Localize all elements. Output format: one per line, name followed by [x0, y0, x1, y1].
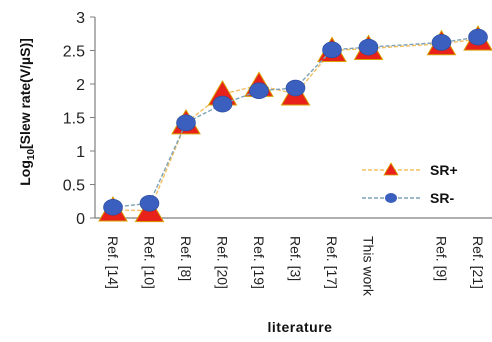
x-tick-label: Ref. [21] — [470, 236, 486, 289]
x-tick-label: Ref. [17] — [324, 236, 340, 289]
y-tick-label: 2.5 — [63, 44, 85, 61]
x-tick-label: Ref. [19] — [251, 236, 267, 289]
data-point — [139, 194, 160, 212]
y-tick-label: 1.5 — [63, 111, 85, 128]
legend-item-SR+: SR+ — [362, 162, 458, 178]
y-tick-label: 0.5 — [63, 178, 85, 195]
data-point — [176, 114, 196, 132]
x-tick-label: Ref. [9] — [434, 236, 450, 281]
series-SR- — [103, 28, 488, 216]
legend-label: SR+ — [430, 162, 458, 178]
y-tick-label: 2 — [76, 77, 85, 94]
data-point — [249, 82, 269, 99]
y-axis-tick-marks — [90, 16, 95, 219]
data-point — [103, 198, 123, 216]
legend-marker — [385, 193, 397, 203]
data-point — [285, 79, 306, 97]
series-line — [112, 38, 479, 212]
x-tick-label: Ref. [3] — [288, 236, 304, 281]
y-axis-tick-labels: 0 0.5 1 1.5 2 2.5 3 — [63, 10, 85, 228]
legend-marker — [383, 162, 399, 176]
legend-label: SR- — [430, 190, 454, 206]
legend-item-SR-: SR- — [362, 190, 454, 206]
x-tick-label: Ref. [14] — [105, 236, 121, 289]
y-tick-label: 1 — [76, 144, 85, 161]
data-point — [322, 41, 342, 59]
x-tick-label: Ref. [8] — [178, 236, 194, 281]
y-tick-label: 0 — [76, 211, 85, 228]
x-axis-label: literature — [268, 319, 333, 335]
y-tick-label: 3 — [76, 10, 85, 27]
legend: SR+ SR- — [362, 162, 458, 206]
data-point — [212, 95, 233, 113]
y-axis-label: Log10[Slew rate(V/µS)] — [17, 38, 37, 186]
data-point — [358, 38, 379, 56]
x-axis-tick-labels: Ref. [14] Ref. [10] Ref. [8] Ref. [20] Ref. … — [105, 236, 486, 297]
y-axis-label-rest: [Slew rate(V/µS)] — [17, 38, 33, 149]
x-tick-label: Ref. [20] — [215, 236, 231, 289]
series-line — [112, 36, 479, 208]
x-tick-label: This work — [361, 236, 377, 297]
y-axis-label-subscript: 10 — [26, 149, 37, 161]
data-point — [468, 28, 488, 46]
y-axis-label-prefix: Log — [17, 160, 33, 186]
series-layer — [98, 25, 492, 223]
data-point — [431, 34, 452, 51]
x-tick-label: Ref. [10] — [142, 236, 158, 289]
